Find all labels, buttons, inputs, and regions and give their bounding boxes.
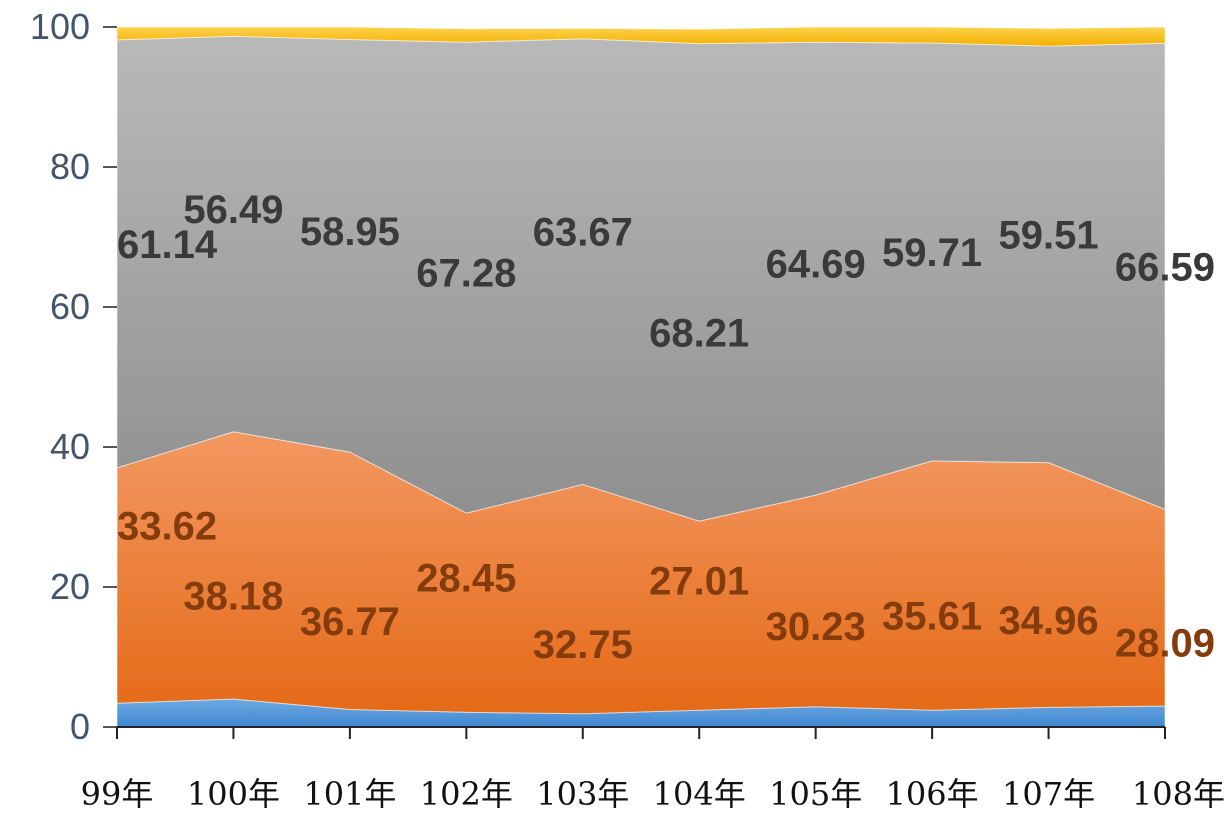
area-layers <box>116 26 1166 728</box>
axes: 0 20 40 60 80 100 99年 100年 101年 102年 103年 104年 105年 1… <box>30 6 1225 813</box>
data-label-orange: 34.96 <box>999 599 1099 643</box>
y-tick-label: 100 <box>30 6 90 47</box>
data-label-orange: 36.77 <box>300 600 400 644</box>
data-label-orange: 27.01 <box>649 560 749 604</box>
y-tick-label: 80 <box>50 146 90 187</box>
y-tick-label: 0 <box>70 706 90 747</box>
data-label-gray: 67.28 <box>416 252 516 296</box>
data-label-gray: 63.67 <box>533 211 633 255</box>
data-label-gray: 66.59 <box>1115 245 1215 289</box>
data-label-gray: 56.49 <box>183 188 283 232</box>
data-label-orange: 38.18 <box>183 574 283 618</box>
area-series-yellow <box>116 26 1166 47</box>
x-tick-label: 100年 <box>187 775 280 813</box>
x-tick-label: 102年 <box>420 775 513 813</box>
x-tick-label: 107年 <box>1002 775 1095 813</box>
data-labels: 33.62 38.18 36.77 28.45 32.75 27.01 30.23 35.61… <box>117 188 1215 667</box>
data-label-orange: 33.62 <box>117 505 217 549</box>
data-label-gray: 59.71 <box>882 231 982 275</box>
data-label-orange: 35.61 <box>882 595 982 639</box>
data-label-orange: 28.45 <box>416 557 516 601</box>
x-tick-label: 104年 <box>653 775 746 813</box>
x-tick-label: 106年 <box>886 775 979 813</box>
y-tick-label: 40 <box>50 426 90 467</box>
data-label-gray: 59.51 <box>999 213 1099 257</box>
x-tick-label: 99年 <box>81 775 154 813</box>
x-tick-label: 101年 <box>303 775 396 813</box>
data-label-orange: 28.09 <box>1115 622 1215 666</box>
x-tick-label: 103年 <box>536 775 629 813</box>
data-label-gray: 58.95 <box>300 210 400 254</box>
data-label-gray: 64.69 <box>766 243 866 287</box>
data-label-orange: 30.23 <box>766 605 866 649</box>
data-label-gray: 68.21 <box>649 311 749 355</box>
data-label-gray: 61.14 <box>117 223 218 267</box>
y-tick-label: 60 <box>50 286 90 327</box>
x-tick-label: 108年 <box>1132 775 1225 813</box>
x-tick-label: 105年 <box>769 775 862 813</box>
y-tick-label: 20 <box>50 566 90 607</box>
data-label-orange: 32.75 <box>533 623 633 667</box>
